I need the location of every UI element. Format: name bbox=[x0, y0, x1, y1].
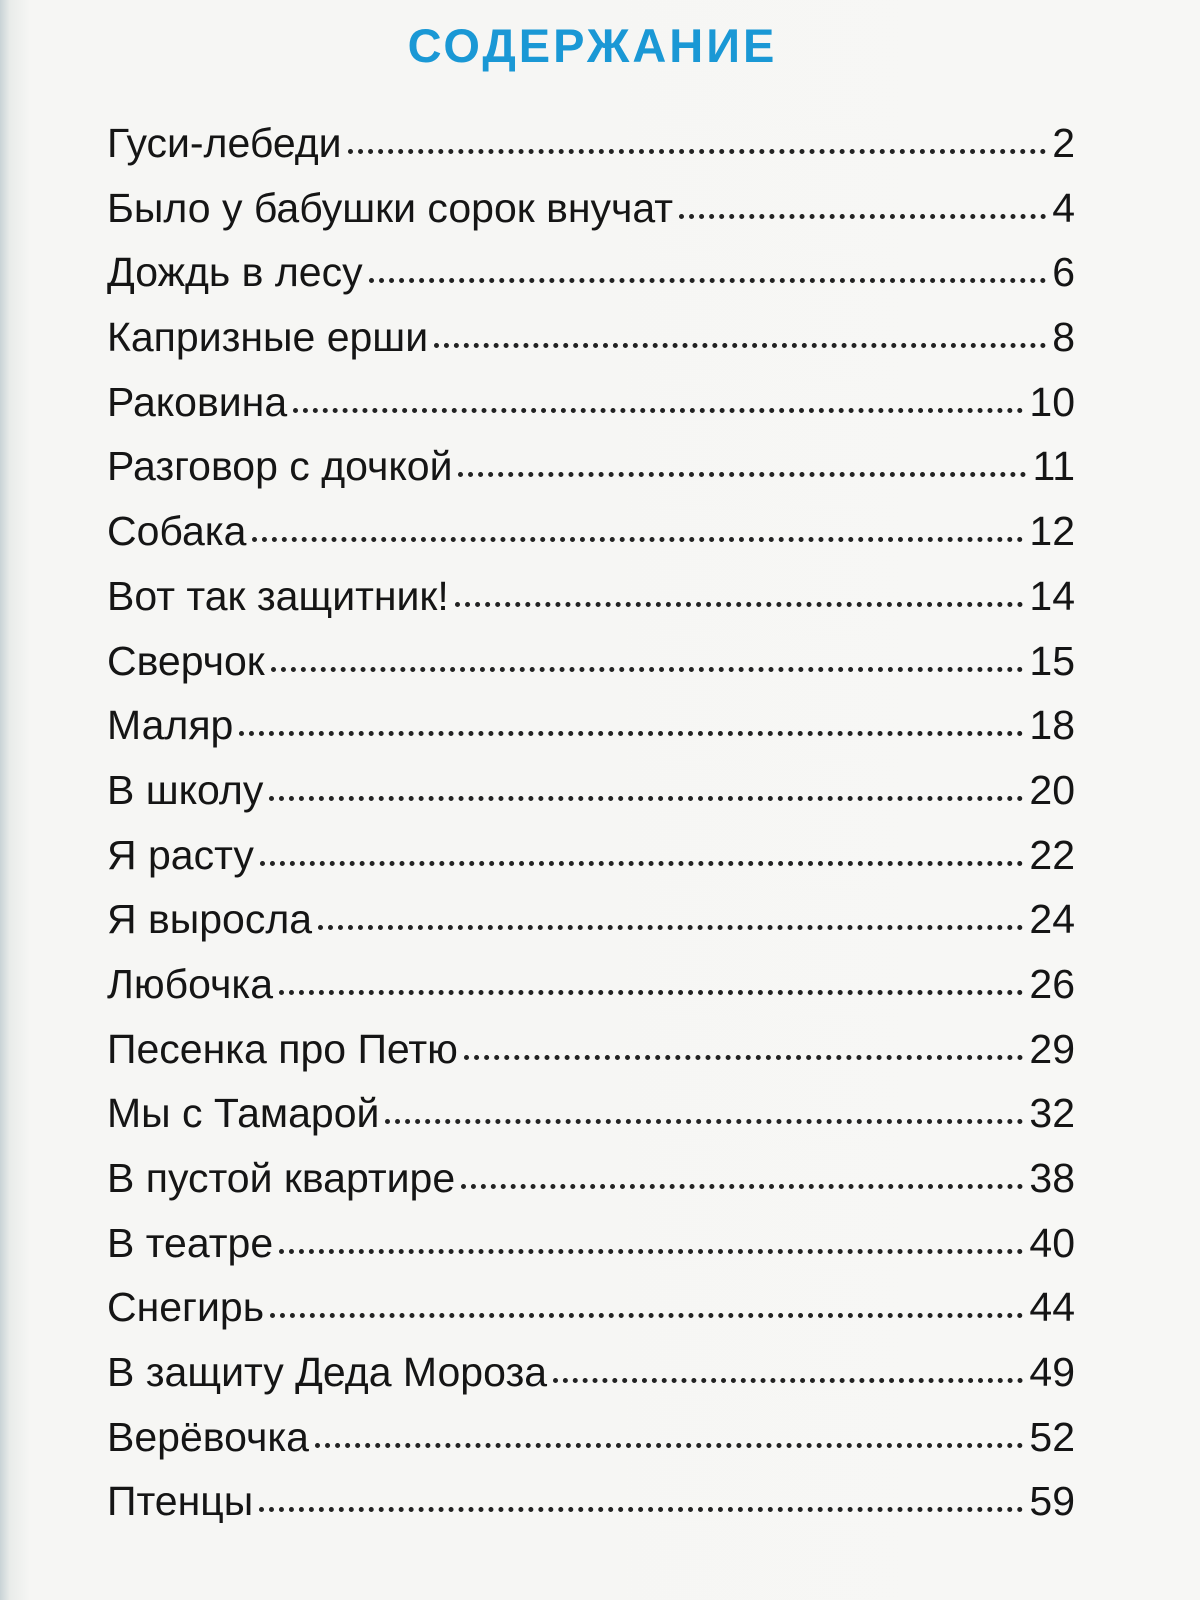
entry-page: 8 bbox=[1052, 314, 1075, 361]
entry-page: 4 bbox=[1052, 184, 1075, 231]
entry-page: 44 bbox=[1029, 1284, 1075, 1331]
entry-page: 40 bbox=[1029, 1219, 1075, 1266]
entry-title: Разговор с дочкой bbox=[107, 443, 453, 490]
dot-leader bbox=[270, 1313, 1024, 1319]
toc-entry: Любочка 26 bbox=[107, 961, 1075, 1026]
toc-entry: Песенка про Петю 29 bbox=[107, 1026, 1075, 1091]
entry-page: 29 bbox=[1029, 1025, 1075, 1072]
entry-title: Мы с Тамарой bbox=[107, 1090, 380, 1137]
entry-title: Любочка bbox=[107, 960, 274, 1007]
entry-page: 26 bbox=[1029, 960, 1075, 1007]
entry-page: 6 bbox=[1052, 249, 1075, 296]
dot-leader bbox=[434, 343, 1047, 349]
dot-leader bbox=[279, 989, 1024, 995]
entry-title: Вот так защитник! bbox=[107, 572, 449, 619]
toc-entry: В пустой квартире 38 bbox=[107, 1155, 1075, 1220]
dot-leader bbox=[270, 666, 1024, 672]
entry-page: 38 bbox=[1029, 1155, 1075, 1201]
toc-entry: Гуси-лебеди 2 bbox=[107, 120, 1075, 185]
dot-leader bbox=[252, 537, 1024, 543]
toc-entry: В защиту Деда Мороза 49 bbox=[107, 1349, 1075, 1414]
toc-entry: В школу 20 bbox=[107, 767, 1075, 832]
entry-page: 18 bbox=[1029, 702, 1075, 749]
toc-entry: Капризные ерши 8 bbox=[107, 314, 1075, 379]
toc-entry: Я расту 22 bbox=[107, 832, 1075, 897]
entry-title: В театре bbox=[107, 1219, 274, 1266]
dot-leader bbox=[458, 472, 1027, 478]
dot-leader bbox=[347, 149, 1047, 154]
entry-title: В защиту Деда Мороза bbox=[107, 1349, 548, 1396]
toc-entry: Разговор с дочкой 11 bbox=[107, 443, 1075, 508]
dot-leader bbox=[259, 1507, 1024, 1513]
entry-page: 24 bbox=[1029, 896, 1075, 943]
dot-leader bbox=[314, 1442, 1024, 1448]
toc-entry: В театре 40 bbox=[107, 1220, 1075, 1285]
entry-title: Капризные ерши bbox=[107, 314, 429, 361]
entry-title: Раковина bbox=[107, 378, 288, 425]
entry-title: Гуси-лебеди bbox=[107, 120, 342, 166]
entry-page: 52 bbox=[1029, 1413, 1075, 1460]
toc-entry: Птенцы 59 bbox=[107, 1478, 1075, 1543]
entry-page: 2 bbox=[1052, 120, 1075, 166]
entry-page: 49 bbox=[1029, 1349, 1075, 1396]
dot-leader bbox=[368, 278, 1047, 284]
entry-page: 15 bbox=[1029, 637, 1075, 684]
entry-title: Маляр bbox=[107, 702, 234, 749]
dot-leader bbox=[259, 860, 1024, 866]
entry-title: Сверчок bbox=[107, 637, 265, 684]
toc-entry: Маляр 18 bbox=[107, 702, 1075, 767]
entry-title: Песенка про Петю bbox=[107, 1025, 458, 1072]
entry-page: 20 bbox=[1029, 766, 1075, 813]
entry-page: 10 bbox=[1029, 378, 1075, 425]
dot-leader bbox=[385, 1119, 1024, 1125]
dot-leader bbox=[269, 795, 1024, 801]
toc-entry: Снегирь 44 bbox=[107, 1284, 1075, 1349]
page-title: СОДЕРЖАНИЕ bbox=[407, 19, 778, 72]
toc-entry: Мы с Тамарой 32 bbox=[107, 1090, 1075, 1155]
dot-leader bbox=[293, 407, 1024, 413]
entry-title: Собака bbox=[107, 508, 247, 555]
entry-title: Верёвочка bbox=[107, 1413, 309, 1460]
toc-entry: Я выросла 24 bbox=[107, 896, 1075, 961]
entry-title: Я выросла bbox=[107, 896, 313, 943]
dot-leader bbox=[454, 601, 1024, 607]
entry-page: 59 bbox=[1029, 1478, 1075, 1525]
entry-title: Птенцы bbox=[107, 1478, 254, 1525]
entry-title: Снегирь bbox=[107, 1284, 265, 1331]
dot-leader bbox=[461, 1184, 1024, 1189]
entry-page: 11 bbox=[1032, 443, 1075, 490]
table-of-contents: Гуси-лебеди 2 Было у бабушки сорок внучат 4… bbox=[107, 120, 1075, 1543]
toc-entry: Собака 12 bbox=[107, 508, 1075, 573]
entry-title: В пустой квартире bbox=[107, 1155, 456, 1201]
entry-title: Я расту bbox=[107, 831, 254, 878]
entry-title: В школу bbox=[107, 766, 264, 813]
dot-leader bbox=[239, 731, 1024, 737]
toc-entry: Вот так защитник! 14 bbox=[107, 573, 1075, 638]
toc-entry: Сверчок 15 bbox=[107, 638, 1075, 703]
dot-leader bbox=[318, 925, 1024, 931]
entry-page: 14 bbox=[1029, 572, 1075, 619]
dot-leader bbox=[679, 213, 1047, 219]
toc-entry: Верёвочка 52 bbox=[107, 1414, 1075, 1479]
toc-entry: Раковина 10 bbox=[107, 379, 1075, 444]
entry-page: 12 bbox=[1029, 508, 1075, 555]
toc-entry: Было у бабушки сорок внучат 4 bbox=[107, 185, 1075, 250]
entry-title: Было у бабушки сорок внучат bbox=[107, 184, 674, 231]
dot-leader bbox=[463, 1054, 1024, 1060]
entry-page: 22 bbox=[1029, 831, 1075, 878]
toc-entry: Дождь в лесу 6 bbox=[107, 249, 1075, 314]
entry-page: 32 bbox=[1029, 1090, 1075, 1137]
dot-leader bbox=[553, 1378, 1024, 1384]
entry-title: Дождь в лесу bbox=[107, 249, 363, 296]
dot-leader bbox=[279, 1248, 1024, 1254]
